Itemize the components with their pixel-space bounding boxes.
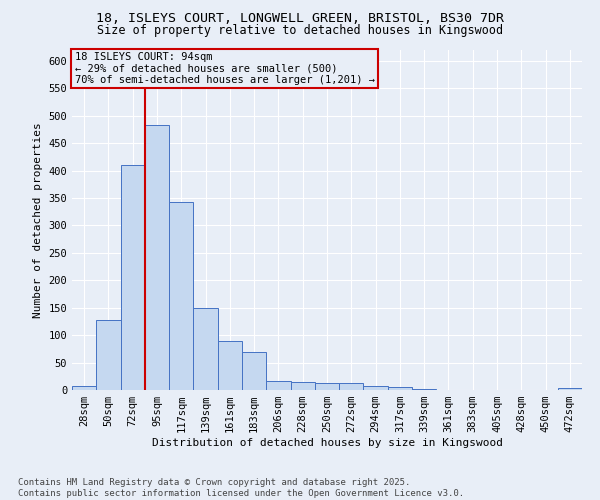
- Bar: [96, 320, 121, 390]
- Bar: [242, 352, 266, 390]
- Bar: [558, 388, 582, 390]
- Text: 18, ISLEYS COURT, LONGWELL GREEN, BRISTOL, BS30 7DR: 18, ISLEYS COURT, LONGWELL GREEN, BRISTO…: [96, 12, 504, 26]
- Text: Size of property relative to detached houses in Kingswood: Size of property relative to detached ho…: [97, 24, 503, 37]
- Bar: [121, 165, 145, 390]
- Bar: [145, 125, 169, 390]
- Bar: [72, 386, 96, 390]
- Bar: [218, 340, 242, 390]
- Bar: [412, 389, 436, 390]
- Bar: [290, 382, 315, 390]
- Text: Contains HM Land Registry data © Crown copyright and database right 2025.
Contai: Contains HM Land Registry data © Crown c…: [18, 478, 464, 498]
- Bar: [266, 380, 290, 390]
- Y-axis label: Number of detached properties: Number of detached properties: [33, 122, 43, 318]
- Bar: [364, 386, 388, 390]
- Bar: [193, 308, 218, 390]
- Text: 18 ISLEYS COURT: 94sqm
← 29% of detached houses are smaller (500)
70% of semi-de: 18 ISLEYS COURT: 94sqm ← 29% of detached…: [74, 52, 374, 85]
- Bar: [388, 388, 412, 390]
- Bar: [315, 383, 339, 390]
- Bar: [169, 202, 193, 390]
- X-axis label: Distribution of detached houses by size in Kingswood: Distribution of detached houses by size …: [151, 438, 503, 448]
- Bar: [339, 383, 364, 390]
